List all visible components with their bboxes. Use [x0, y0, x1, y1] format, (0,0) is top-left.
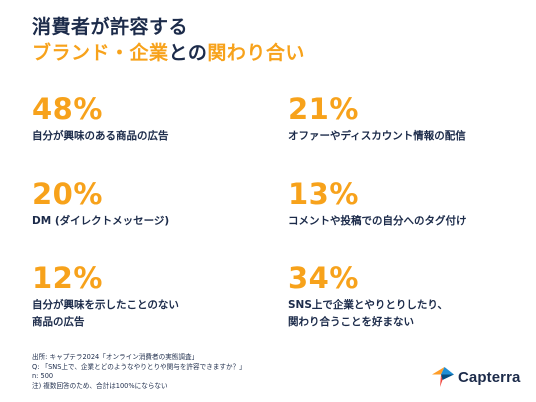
stat-label: オファーやディスカウント情報の配信: [288, 130, 466, 142]
stat-card: 13% コメントや投稿での自分へのタグ付け: [288, 178, 518, 230]
stat-percent: 21%: [288, 92, 359, 126]
stat-label: コメントや投稿での自分へのタグ付け: [288, 215, 467, 227]
stat-card: 20% DM (ダイレクトメッセージ): [32, 178, 262, 230]
capterra-wordmark: Capterra: [458, 368, 521, 386]
stat-percent: 20%: [32, 177, 103, 211]
stat-percent: 48%: [32, 92, 103, 126]
stat-percent: 34%: [288, 261, 359, 295]
footnote: 出所: キャプテラ2024「オンライン消費者の実態調査」 Q: 「SNS上で、企…: [32, 353, 246, 391]
footnote-source: 出所: キャプテラ2024「オンライン消費者の実態調査」: [32, 353, 199, 361]
stat-percent: 12%: [32, 261, 103, 295]
footnote-sample-size: n: 500: [32, 372, 54, 381]
capterra-logo: Capterra: [432, 367, 521, 387]
stat-label: DM (ダイレクトメッセージ): [32, 215, 170, 227]
stat-card: 34% SNS上で企業とやりとりしたり、 関わり合うことを好まない: [288, 262, 518, 331]
stat-card: 12% 自分が興味を示したことのない 商品の広告: [32, 262, 262, 331]
footnote-note: 注) 複数回答のため、合計は100%にならない: [32, 381, 168, 390]
title-line-2: ブランド・企業との関わり合い: [32, 40, 305, 66]
stat-card: 21% オファーやディスカウント情報の配信: [288, 93, 518, 145]
capterra-arrow-icon: [432, 367, 454, 387]
footnote-question: Q: 「SNS上で、企業とどのようなやりとりや関与を許容できますか？」: [32, 362, 246, 371]
title-connector: との: [168, 42, 208, 64]
title-accent-engagement: 関わり合い: [207, 42, 305, 64]
stat-card: 48% 自分が興味のある商品の広告: [32, 93, 262, 145]
stat-label: 自分が興味を示したことのない 商品の広告: [32, 299, 179, 328]
stat-label: SNS上で企業とやりとりしたり、 関わり合うことを好まない: [288, 299, 448, 328]
title-accent-brands: ブランド・企業: [32, 42, 169, 64]
page-title: 消費者が許容する ブランド・企業との関わり合い: [32, 14, 305, 66]
title-line-1: 消費者が許容する: [32, 16, 189, 38]
stat-label: 自分が興味のある商品の広告: [32, 130, 169, 142]
stat-percent: 13%: [288, 177, 359, 211]
